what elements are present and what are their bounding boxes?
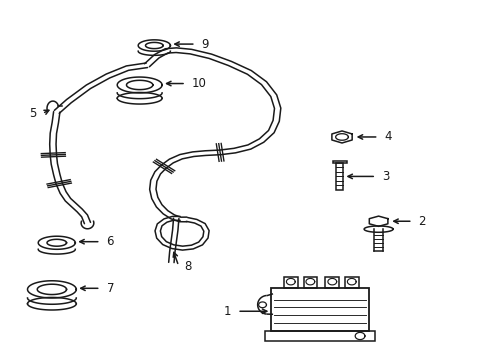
Text: 4: 4: [384, 130, 391, 144]
Bar: [335, 163, 343, 190]
Text: 6: 6: [106, 235, 114, 248]
Bar: [344, 277, 358, 288]
Bar: [332, 161, 346, 163]
Text: 10: 10: [191, 77, 206, 90]
Text: 5: 5: [29, 107, 36, 120]
Text: 2: 2: [418, 215, 425, 228]
Text: 9: 9: [201, 37, 209, 51]
Text: 1: 1: [224, 305, 231, 318]
Bar: [325, 277, 338, 288]
Text: 7: 7: [106, 282, 114, 295]
Text: 8: 8: [184, 260, 191, 273]
Bar: [303, 277, 317, 288]
Text: 3: 3: [381, 170, 388, 183]
Bar: [265, 330, 374, 341]
Bar: [284, 277, 297, 288]
Bar: [271, 288, 368, 330]
